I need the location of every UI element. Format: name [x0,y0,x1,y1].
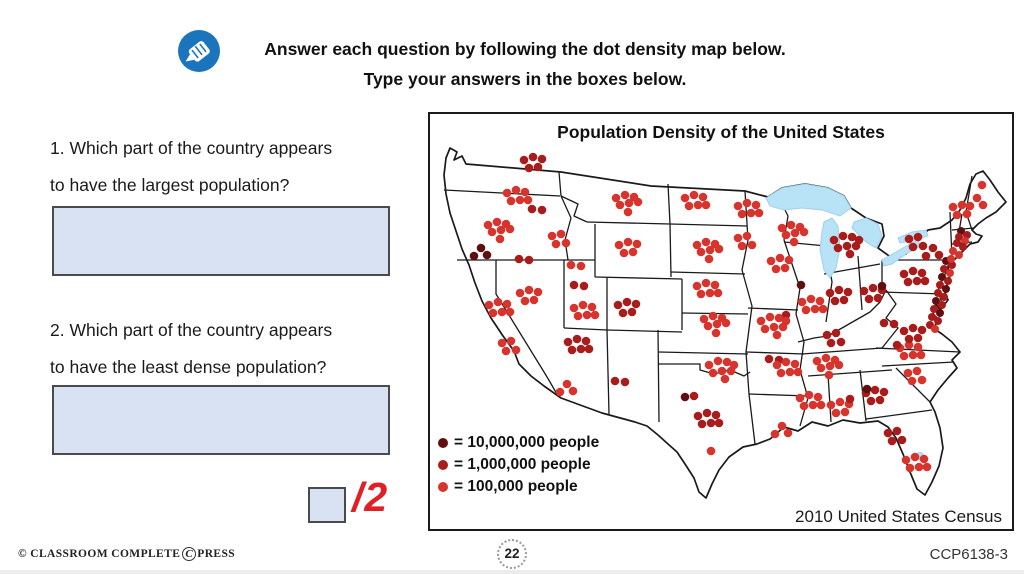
lake-michigan [819,217,841,279]
question-1-line-2: to have the largest population? [50,175,290,195]
publisher-emblem-icon: C [182,547,197,561]
lake-superior [765,183,852,217]
map-source-caption: 2010 United States Census [795,507,1002,526]
score-input[interactable] [308,487,346,523]
writing-hand-icon [177,29,221,73]
answer-input-2[interactable] [52,385,390,455]
publisher-suffix: PRESS [197,548,236,560]
legend-dot-100k-icon [438,482,448,492]
legend-dot-10m-icon [438,438,448,448]
publisher-logo: © CLASSROOM COMPLETE C PRESS [18,547,235,561]
instruction-line-1: Answer each question by following the do… [264,39,786,59]
answer-input-1[interactable] [52,206,390,276]
us-dot-density-map [443,147,1007,499]
lake-huron [851,217,883,249]
question-2-line-1: 2. Which part of the country appears [50,320,333,340]
legend-row-10m: = 10,000,000 people [438,432,599,454]
instruction-line-2: Type your answers in the boxes below. [363,69,687,89]
question-1-line-1: 1. Which part of the country appears [50,138,333,158]
question-2-text: 2. Which part of the country appears to … [50,312,410,386]
legend-dot-1m-icon [438,460,448,470]
legend-row-1m: = 1,000,000 people [438,454,599,476]
map-legend: = 10,000,000 people = 1,000,000 people =… [438,432,599,498]
question-2-line-2: to have the least dense population? [50,357,327,377]
legend-label-100k: = 100,000 people [454,478,578,495]
score-total-label: /2 [352,474,389,520]
product-code: CCP6138-3 [929,546,1008,563]
map-panel: Population Density of the United States … [428,112,1014,531]
question-1-text: 1. Which part of the country appears to … [50,130,410,204]
page-bottom-edge [0,570,1024,574]
publisher-prefix: © CLASSROOM COMPLETE [18,548,181,560]
legend-label-10m: = 10,000,000 people [454,434,600,451]
page-number-badge: 22 [497,539,527,569]
population-dots [469,152,988,473]
legend-label-1m: = 1,000,000 people [454,456,591,473]
instruction-text: Answer each question by following the do… [210,34,840,94]
legend-row-100k: = 100,000 people [438,476,599,498]
state-borders [443,171,975,445]
map-title: Population Density of the United States [557,122,885,142]
